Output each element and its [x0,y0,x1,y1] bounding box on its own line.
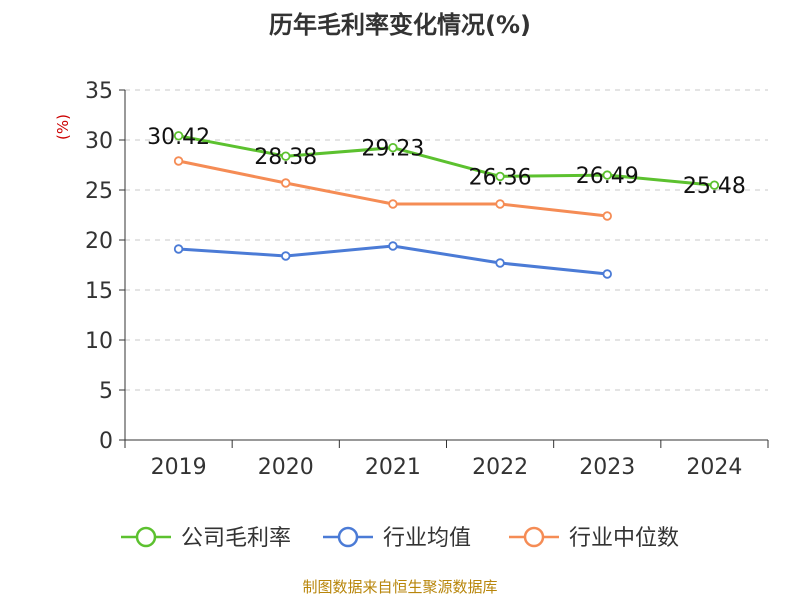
x-tick-label: 2023 [579,455,635,480]
legend-label: 行业均值 [383,526,471,551]
data-label: 26.49 [576,164,639,189]
legend-circle-marker [337,526,359,548]
data-label: 29.23 [361,137,424,162]
data-point[interactable] [495,258,505,268]
x-tick-label: 2021 [365,455,421,480]
data-point[interactable] [281,178,291,188]
data-point[interactable] [281,151,291,161]
chart-title: 历年毛利率变化情况(%) [269,11,531,39]
gridlines [125,89,768,391]
x-tick-label: 2020 [258,455,314,480]
series-lines [173,131,720,279]
data-point[interactable] [602,170,612,180]
x-tick-label: 2022 [472,455,528,480]
data-label: 26.36 [469,165,532,190]
axes: 0 5 10 15 20 25 30 35 2019 2020 2021 2022 2023 2024 [85,79,769,480]
data-point[interactable] [602,211,612,221]
data-label: 30.42 [147,125,210,150]
data-point[interactable] [388,199,398,209]
source-note: 制图数据来自恒生聚源数据库 [302,578,497,596]
y-tick-label: 25 [85,179,113,204]
data-point[interactable] [173,244,184,254]
legend-circle-marker [523,526,545,548]
data-point[interactable] [173,131,184,141]
y-tick-label: 10 [85,329,113,354]
data-point[interactable] [388,241,398,251]
legend: 公司毛利率 行业均值 行业中位数 [121,526,679,551]
data-point[interactable] [495,171,505,182]
data-label: 25.48 [683,174,746,199]
data-point[interactable] [602,269,612,279]
x-tick-label: 2019 [151,455,207,480]
legend-label: 行业中位数 [569,526,679,551]
legend-item[interactable]: 公司毛利率 [121,526,291,551]
data-label: 28.38 [254,145,317,170]
y-tick-label: 20 [85,229,113,254]
legend-item[interactable]: 行业均值 [323,526,471,551]
legend-label: 公司毛利率 [181,526,291,551]
data-point[interactable] [281,251,291,261]
y-axis-unit-label: (%) [54,114,72,140]
series-line [178,134,715,187]
y-tick-label: 15 [85,279,113,304]
y-tick-label: 5 [99,379,113,404]
y-tick-label: 0 [99,429,113,454]
data-point[interactable] [709,180,720,190]
x-tick-label: 2024 [686,455,742,480]
data-point[interactable] [495,199,505,209]
y-tick-label: 35 [85,79,113,104]
data-labels: 30.42 28.38 29.23 26.36 26.49 25.48 [147,125,746,199]
y-tick-label: 30 [85,129,113,154]
data-point[interactable] [388,142,398,153]
legend-item[interactable]: 行业中位数 [509,526,679,551]
data-point[interactable] [173,156,184,166]
legend-circle-marker [135,526,157,548]
